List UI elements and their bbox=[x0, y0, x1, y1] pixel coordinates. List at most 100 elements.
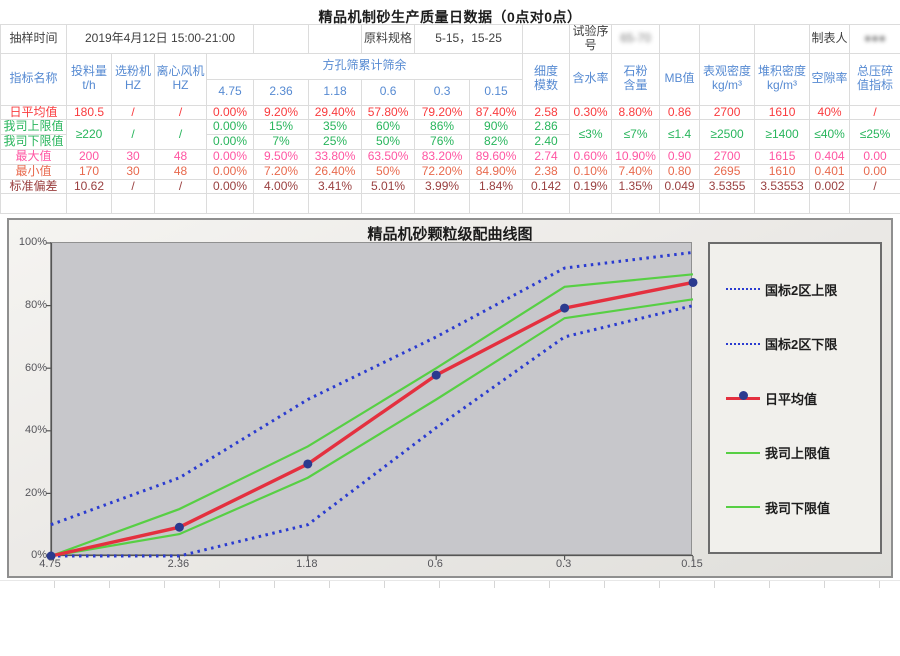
row-company-lower-cell-1: 0.00% bbox=[205, 134, 255, 150]
row-empty-cell-9 bbox=[469, 193, 524, 215]
row-daily-average-cell-6: 29.40% bbox=[308, 104, 363, 121]
row-min-cell-17: 0.00 bbox=[849, 163, 900, 180]
info-row-cell-12: 制表人 bbox=[809, 24, 851, 54]
row-empty-cell-3 bbox=[154, 193, 207, 215]
x-tick-label: 0.15 bbox=[681, 558, 703, 571]
row-company-upper-cell-10: 2.86 bbox=[522, 119, 571, 136]
row-company-lower-cell-5: 76% bbox=[414, 134, 471, 150]
data-point-marker bbox=[560, 303, 570, 313]
header-row-top-cell-6: 含水率 bbox=[569, 52, 613, 106]
row-company-upper-cell-6: 35% bbox=[308, 119, 363, 136]
header-row-top-cell-12: 总压碎 值指标 bbox=[849, 52, 900, 106]
row-company-lower-cell-3: 25% bbox=[308, 134, 363, 150]
row-min-cell-6: 26.40% bbox=[308, 163, 363, 180]
data-point-marker bbox=[174, 523, 184, 533]
row-company-upper-cell-5: 15% bbox=[253, 119, 310, 136]
row-max-cell-10: 2.74 bbox=[522, 148, 571, 165]
info-row: 抽样时间 2019年4月12日 15:00-21:00 原料规格 5-15，15-25… bbox=[0, 24, 900, 54]
series-line-0 bbox=[50, 251, 694, 527]
redacted-value: 65-70 bbox=[620, 30, 651, 45]
legend-label: 国标2区下限 bbox=[765, 337, 838, 353]
row-empty-cell-14 bbox=[699, 193, 756, 215]
row-min-cell-8: 72.20% bbox=[414, 163, 471, 180]
header-row-top-cell-5: 细度 模数 bbox=[522, 52, 571, 106]
info-row-cell-13: ●●● bbox=[849, 24, 900, 54]
row-stddev: 标准偏差 10.62//0.00% 4.00% 3.41% 5.01% 3.99% 1.84… bbox=[0, 178, 900, 195]
row-stddev-cell-3: / bbox=[154, 178, 207, 195]
row-stddev-cell-10: 0.142 bbox=[522, 178, 571, 195]
header-row-sieves-cell-1: 2.36 bbox=[253, 78, 310, 106]
row-company-upper-cell-11: ≤3% bbox=[569, 119, 613, 150]
row-company-lower-cell-2: 7% bbox=[253, 134, 310, 150]
row-stddev-cell-0: 标准偏差 bbox=[0, 178, 67, 195]
row-company-upper-cell-9: 90% bbox=[469, 119, 524, 136]
row-max-cell-13: 0.90 bbox=[659, 148, 701, 165]
header-row-sieves-cell-0: 4.75 bbox=[205, 78, 255, 106]
legend-label: 日平均值 bbox=[765, 391, 818, 407]
header-row-sieves-cell-2: 1.18 bbox=[308, 78, 363, 106]
legend-label: 我司下限值 bbox=[765, 500, 831, 516]
row-min-cell-9: 84.90% bbox=[469, 163, 524, 180]
row-stddev-cell-17: / bbox=[849, 178, 900, 195]
legend-item-3: 我司上限值 bbox=[726, 443, 880, 462]
row-empty-cell-10 bbox=[522, 193, 571, 215]
dotted-line-icon bbox=[726, 342, 760, 345]
row-company-upper-cell-12: ≤7% bbox=[611, 119, 661, 150]
row-company-lower-cell-6: 82% bbox=[469, 134, 524, 150]
row-max-cell-4: 0.00% bbox=[205, 148, 255, 165]
x-tick-label: 1.18 bbox=[296, 558, 318, 571]
y-tick-label: 0% bbox=[31, 549, 47, 562]
row-empty-cell-5 bbox=[253, 193, 310, 215]
y-tick-label: 80% bbox=[24, 298, 47, 311]
series-line-1 bbox=[51, 304, 694, 558]
line-icon bbox=[726, 451, 760, 454]
header-row-sieves: 4.75 2.36 1.18 0.6 0.3 0.15 bbox=[1, 78, 900, 106]
series-line-2 bbox=[50, 281, 694, 559]
row-company-lower-cell-4: 50% bbox=[361, 134, 416, 150]
row-min-cell-15: 1610 bbox=[754, 163, 811, 180]
data-point-marker bbox=[46, 551, 56, 561]
header-row-sieves-cell-3: 0.6 bbox=[361, 78, 416, 106]
series-line-3 bbox=[50, 273, 694, 558]
row-empty-cell-16 bbox=[809, 193, 851, 215]
row-company-upper-cell-16: ≤40% bbox=[809, 119, 851, 150]
row-empty-cell-13 bbox=[659, 193, 701, 215]
legend-box: 国标2区上限 国标2区下限 日平均值我司上限值我司下限值 bbox=[708, 242, 882, 555]
header-row-top-cell-3: 离心风机 HZ bbox=[154, 52, 207, 106]
y-tick-label: 20% bbox=[24, 486, 47, 499]
info-row-cell-0: 抽样时间 bbox=[0, 24, 67, 54]
row-max-cell-9: 89.60% bbox=[469, 148, 524, 165]
row-max-cell-14: 2700 bbox=[699, 148, 756, 165]
row-company-upper-cell-7: 60% bbox=[361, 119, 416, 136]
row-max-cell-8: 83.20% bbox=[414, 148, 471, 165]
row-daily-average-cell-1: 180.5 bbox=[66, 104, 112, 121]
info-row-cell-10 bbox=[699, 24, 756, 54]
row-daily-average-cell-12: 8.80% bbox=[611, 104, 661, 121]
row-stddev-cell-4: 0.00% bbox=[205, 178, 255, 195]
row-max-cell-2: 30 bbox=[111, 148, 155, 165]
row-daily-average-cell-4: 0.00% bbox=[205, 104, 255, 121]
row-company-upper-cell-13: ≤1.4 bbox=[659, 119, 701, 150]
row-min-cell-14: 2695 bbox=[699, 163, 756, 180]
row-company-upper-cell-14: ≥2500 bbox=[699, 119, 756, 150]
info-row-cell-6 bbox=[522, 24, 571, 54]
row-max-cell-17: 0.00 bbox=[849, 148, 900, 165]
row-min-cell-16: 0.401 bbox=[809, 163, 851, 180]
x-tick-label: 2.36 bbox=[167, 558, 190, 571]
info-row-cell-11 bbox=[754, 24, 811, 54]
row-stddev-cell-11: 0.19% bbox=[569, 178, 613, 195]
row-daily-average-cell-11: 0.30% bbox=[569, 104, 613, 121]
row-min: 最小值 170 30 48 0.00% 7.20% 26.40% 50% 72.20% 84.90… bbox=[0, 163, 900, 180]
row-stddev-cell-5: 4.00% bbox=[253, 178, 310, 195]
legend-item-1: 国标2区下限 bbox=[726, 334, 880, 353]
redacted-value: ●●● bbox=[864, 30, 886, 45]
row-company-upper-cell-15: ≥1400 bbox=[754, 119, 811, 150]
row-max-cell-0: 最大值 bbox=[0, 148, 67, 165]
data-point-marker bbox=[688, 278, 698, 288]
row-company-upper: 我司上限值 ≥220//0.00% 15% 35% 60% 86% 90% 2.86 ≤3% ≤7… bbox=[0, 119, 900, 150]
row-empty-cell-15 bbox=[754, 193, 811, 215]
legend-label: 国标2区上限 bbox=[765, 282, 838, 298]
info-row-cell-7: 试验序号 bbox=[569, 24, 613, 54]
row-min-cell-5: 7.20% bbox=[253, 163, 310, 180]
info-row-cell-2 bbox=[253, 24, 310, 54]
